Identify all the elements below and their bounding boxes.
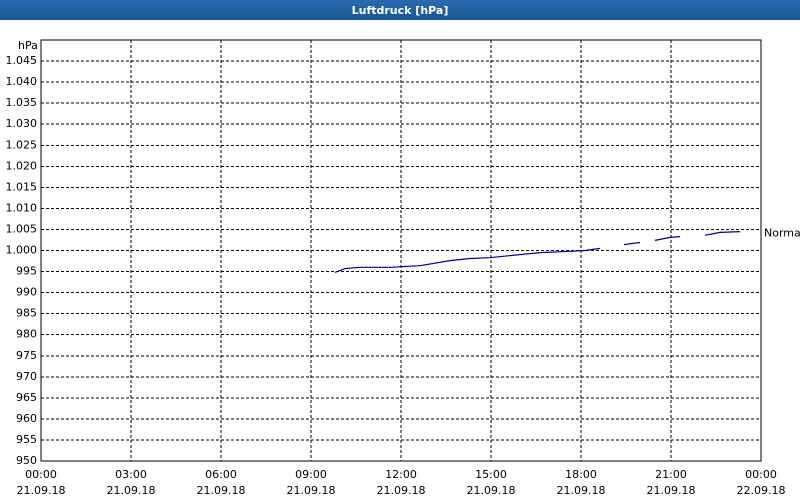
x-tick-label: 00:00 [25,468,57,481]
x-tick-label: 12:00 [385,468,417,481]
x-tick-label: 22.09.18 [737,484,786,497]
data-line [334,231,741,273]
x-tick-label: 18:00 [565,468,597,481]
y-tick-label: 1.020 [6,159,38,172]
y-tick-label: 955 [16,433,37,446]
y-tick-label: 970 [16,370,37,383]
x-tick-label: 21.09.18 [17,484,66,497]
x-tick-label: 21.09.18 [107,484,156,497]
y-tick-label: 1.030 [6,117,38,130]
chart-title: Luftdruck [hPa] [352,4,449,17]
reference-label: Normal [764,227,800,240]
x-tick-label: 06:00 [205,468,237,481]
y-tick-label: 965 [16,391,37,404]
y-tick-label: 985 [16,307,37,320]
x-tick-label: 21.09.18 [377,484,426,497]
x-tick-label: 21.09.18 [557,484,606,497]
y-tick-label: 1.040 [6,75,38,88]
plot-border [40,39,762,462]
y-tick-label: 950 [16,454,37,467]
y-tick-label: 990 [16,286,37,299]
x-tick-label: 21:00 [655,468,687,481]
y-tick-label: 1.045 [6,54,38,67]
y-tick-label: 1.005 [6,222,38,235]
y-tick-label: 1.000 [6,244,38,257]
y-tick-label: 1.015 [6,180,38,193]
x-tick-label: 03:00 [115,468,147,481]
y-tick-label: 975 [16,349,37,362]
x-tick-label: 21.09.18 [197,484,246,497]
x-tick-label: 00:00 [745,468,777,481]
x-tick-label: 21.09.18 [287,484,336,497]
y-tick-label: 1.035 [6,96,38,109]
y-tick-label: 1.010 [6,201,38,214]
y-tick-label: 980 [16,328,37,341]
y-tick-label: 960 [16,412,37,425]
y-tick-label: 1.025 [6,138,38,151]
y-axis-label: hPa [18,39,38,52]
y-tick-label: 995 [16,265,37,278]
x-tick-label: 21.09.18 [647,484,696,497]
title-bar [0,0,800,20]
x-tick-label: 21.09.18 [467,484,516,497]
x-tick-label: 15:00 [475,468,507,481]
x-tick-label: 09:00 [295,468,327,481]
